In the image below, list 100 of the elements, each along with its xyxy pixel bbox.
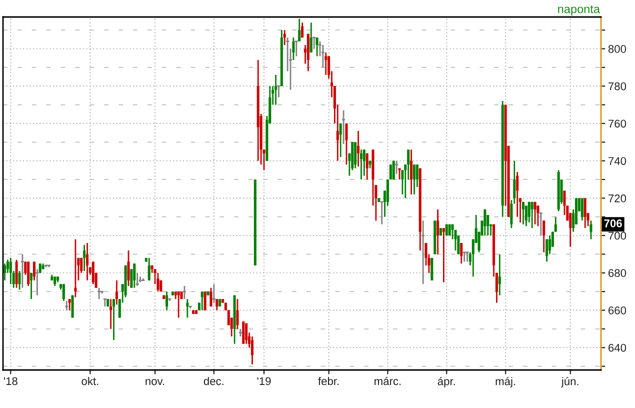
candlestick	[366, 152, 368, 180]
candlestick	[412, 164, 416, 196]
candlestick	[9, 257, 12, 285]
x-tick-label: jún.	[561, 376, 578, 388]
candlestick	[242, 320, 245, 345]
candlestick	[292, 36, 295, 61]
x-tick-label: máj.	[496, 376, 516, 388]
y-tick-label: 720	[608, 194, 626, 202]
candlestick	[530, 201, 534, 229]
candlestick	[362, 148, 366, 176]
candlestick	[148, 257, 150, 282]
annotation: 706	[604, 219, 622, 228]
x-tick-label: '19	[257, 377, 271, 386]
candlestick	[354, 141, 357, 169]
candlestick	[498, 254, 501, 296]
candlestick	[536, 204, 540, 227]
candlestick	[298, 18, 301, 42]
candlestick	[548, 234, 552, 255]
candlestick	[135, 272, 140, 287]
y-tick-label: 680	[608, 269, 626, 278]
candlestick	[324, 52, 328, 76]
candlestick	[454, 229, 457, 252]
y-tick-label: 760	[608, 120, 626, 128]
candlestick	[38, 262, 42, 274]
candlestick	[360, 148, 362, 180]
candlestick	[524, 204, 528, 227]
candlestick	[404, 164, 407, 199]
candlestick	[210, 287, 212, 308]
candlestick	[30, 272, 33, 300]
y-tick-label: 800	[608, 45, 626, 53]
y-tick-label: 640	[608, 344, 626, 352]
candlestick	[534, 201, 536, 226]
candlestick	[250, 336, 254, 366]
candlestick	[18, 270, 21, 290]
candlestick	[227, 310, 230, 326]
candlestick	[4, 262, 6, 282]
candlestick	[345, 122, 348, 166]
candlestick	[542, 220, 546, 254]
candlestick	[301, 22, 304, 38]
candlestick	[316, 36, 318, 57]
candlestick	[310, 22, 312, 54]
candlestick	[430, 257, 434, 282]
y-tick-label: 700	[608, 232, 626, 240]
chart-subtitle: naponta	[558, 5, 600, 16]
candlestick	[245, 322, 248, 345]
candlestick	[522, 201, 524, 226]
candlestick	[590, 220, 592, 240]
candlestick	[127, 250, 130, 287]
candlestick	[462, 252, 466, 262]
candlestick	[436, 208, 440, 255]
y-tick-label: 660	[608, 306, 626, 314]
candlestick	[166, 290, 168, 311]
candlestick	[92, 260, 94, 285]
candlestick	[465, 252, 470, 262]
candlestick	[283, 29, 286, 46]
candlestick	[451, 224, 454, 240]
candlestick	[156, 272, 160, 292]
candlestick	[236, 298, 239, 330]
candlestick	[276, 85, 281, 98]
x-tick-label: dec.	[204, 376, 224, 386]
candlestick	[86, 242, 89, 282]
candlestick	[442, 227, 445, 283]
x-tick-label: okt.	[82, 376, 98, 386]
candlestick	[186, 298, 189, 318]
x-tick-label: febr.	[318, 376, 339, 386]
candlestick	[15, 259, 18, 289]
candlestick	[112, 298, 116, 341]
candlestick	[74, 238, 77, 298]
candlestick	[580, 197, 584, 222]
candlestick	[62, 283, 65, 302]
candlestick	[83, 244, 86, 272]
x-tick-label: ápr.	[438, 376, 455, 388]
candlestick	[584, 197, 586, 229]
candlestick	[133, 262, 136, 289]
y-tick-label: 740	[608, 157, 626, 165]
candlestick	[200, 290, 204, 311]
candlestick	[357, 130, 360, 168]
candlestick	[401, 169, 404, 196]
candlestick	[32, 260, 36, 282]
candlestick	[177, 290, 180, 318]
candlestick	[380, 201, 384, 226]
candlestick	[110, 298, 112, 330]
candlestick	[484, 208, 486, 236]
x-tick-label: márc.	[374, 376, 401, 386]
candlestick	[339, 122, 342, 158]
candlestick	[460, 242, 463, 264]
candlestick	[115, 280, 118, 306]
x-tick-label: nov.	[146, 379, 164, 386]
candlestick	[27, 260, 30, 287]
candlestick	[554, 216, 557, 232]
candlestick	[274, 74, 278, 106]
candlestick	[35, 268, 40, 296]
candlestick	[204, 290, 206, 311]
candlestick	[410, 148, 413, 196]
candlestick	[68, 298, 71, 311]
candlestick	[54, 276, 56, 287]
y-tick-label: 780	[608, 82, 626, 90]
x-tick-label: '18	[4, 377, 18, 386]
candlestick	[216, 298, 218, 311]
candlestick	[546, 238, 548, 262]
